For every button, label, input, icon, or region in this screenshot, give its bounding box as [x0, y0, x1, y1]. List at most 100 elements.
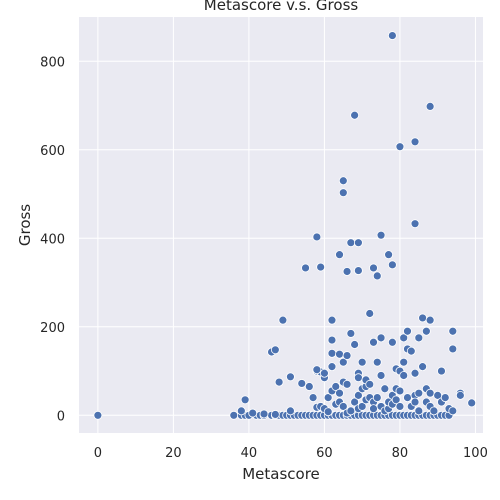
data-point: [327, 362, 337, 372]
data-point: [387, 31, 397, 40]
data-point: [342, 351, 352, 360]
data-point: [335, 250, 344, 260]
data-point: [354, 373, 363, 383]
data-point: [380, 384, 390, 394]
data-point: [399, 357, 409, 367]
data-point: [403, 393, 412, 402]
data-point: [354, 266, 363, 275]
data-point: [354, 390, 363, 400]
x-tick-label: 80: [392, 446, 409, 461]
data-point: [301, 263, 310, 273]
data-point: [369, 263, 378, 273]
data-point: [414, 333, 424, 343]
data-point: [376, 371, 386, 380]
data-point: [331, 382, 341, 391]
data-point: [342, 379, 352, 389]
data-point: [248, 408, 258, 418]
data-point: [229, 410, 239, 420]
data-point: [387, 337, 397, 347]
data-point: [240, 395, 250, 405]
data-point: [236, 406, 246, 416]
data-point: [338, 176, 348, 186]
data-point: [448, 344, 458, 354]
y-tick-label: 200: [40, 321, 65, 336]
data-point: [418, 362, 427, 372]
data-point: [395, 402, 405, 411]
data-point: [425, 101, 435, 111]
x-tick-label: 60: [316, 446, 333, 461]
data-point: [399, 371, 409, 380]
y-tick-label: 0: [57, 409, 65, 424]
data-point: [286, 406, 295, 416]
x-tick-label: 20: [165, 446, 182, 461]
data-point: [350, 397, 360, 407]
x-tick-labels: 0 20 40 60 80 100: [94, 446, 488, 461]
data-point: [338, 188, 348, 198]
data-point: [346, 238, 356, 248]
data-point: [418, 313, 427, 323]
grid-lines: [79, 17, 483, 433]
x-tick-label: 0: [94, 446, 102, 461]
data-point: [414, 406, 424, 416]
data-point: [93, 410, 103, 420]
y-axis-label: Gross: [16, 204, 34, 246]
data-point: [414, 388, 424, 398]
data-point: [304, 382, 314, 391]
data-point: [437, 366, 446, 376]
x-tick-label: 100: [463, 446, 488, 461]
data-point: [312, 232, 322, 242]
data-point: [316, 262, 326, 272]
data-point: [410, 137, 420, 147]
data-point: [365, 309, 375, 318]
data-point: [403, 326, 412, 336]
data-point: [365, 379, 375, 389]
data-point: [357, 357, 367, 367]
data-point: [399, 333, 409, 343]
data-point: [312, 365, 322, 375]
data-point: [372, 357, 382, 367]
data-point: [327, 348, 337, 358]
data-point: [395, 142, 405, 152]
data-point: [323, 393, 333, 402]
data-point: [270, 345, 280, 355]
data-point: [440, 393, 450, 402]
data-point: [369, 404, 378, 414]
data-point: [425, 388, 435, 398]
data-point: [455, 390, 465, 400]
data-point: [350, 110, 360, 120]
data-point: [395, 386, 405, 396]
data-point: [327, 335, 337, 345]
y-tick-label: 400: [40, 232, 65, 247]
data-point: [342, 267, 352, 276]
data-point: [327, 315, 337, 325]
y-tick-label: 600: [40, 144, 65, 159]
data-point: [346, 406, 356, 416]
data-point: [410, 368, 420, 378]
data-point: [410, 397, 420, 407]
data-point: [467, 398, 477, 408]
data-point: [308, 393, 318, 402]
data-point: [357, 402, 367, 411]
data-point: [338, 357, 348, 367]
data-point: [259, 409, 269, 419]
data-point: [391, 395, 401, 405]
data-point: [429, 406, 439, 416]
data-point: [372, 393, 382, 402]
data-point: [323, 407, 333, 417]
data-point: [384, 250, 394, 260]
data-point: [274, 377, 284, 387]
data-point: [354, 238, 363, 248]
chart-title: Metascore v.s. Gross: [204, 0, 359, 14]
data-point: [335, 349, 344, 359]
data-point: [376, 333, 386, 343]
data-point: [410, 219, 420, 229]
data-point: [346, 329, 356, 338]
data-point: [448, 326, 458, 336]
data-point: [286, 372, 295, 382]
data-point: [376, 230, 386, 240]
data-point: [448, 406, 458, 416]
data-point: [406, 346, 416, 356]
data-point: [372, 271, 382, 281]
data-point: [270, 410, 280, 419]
